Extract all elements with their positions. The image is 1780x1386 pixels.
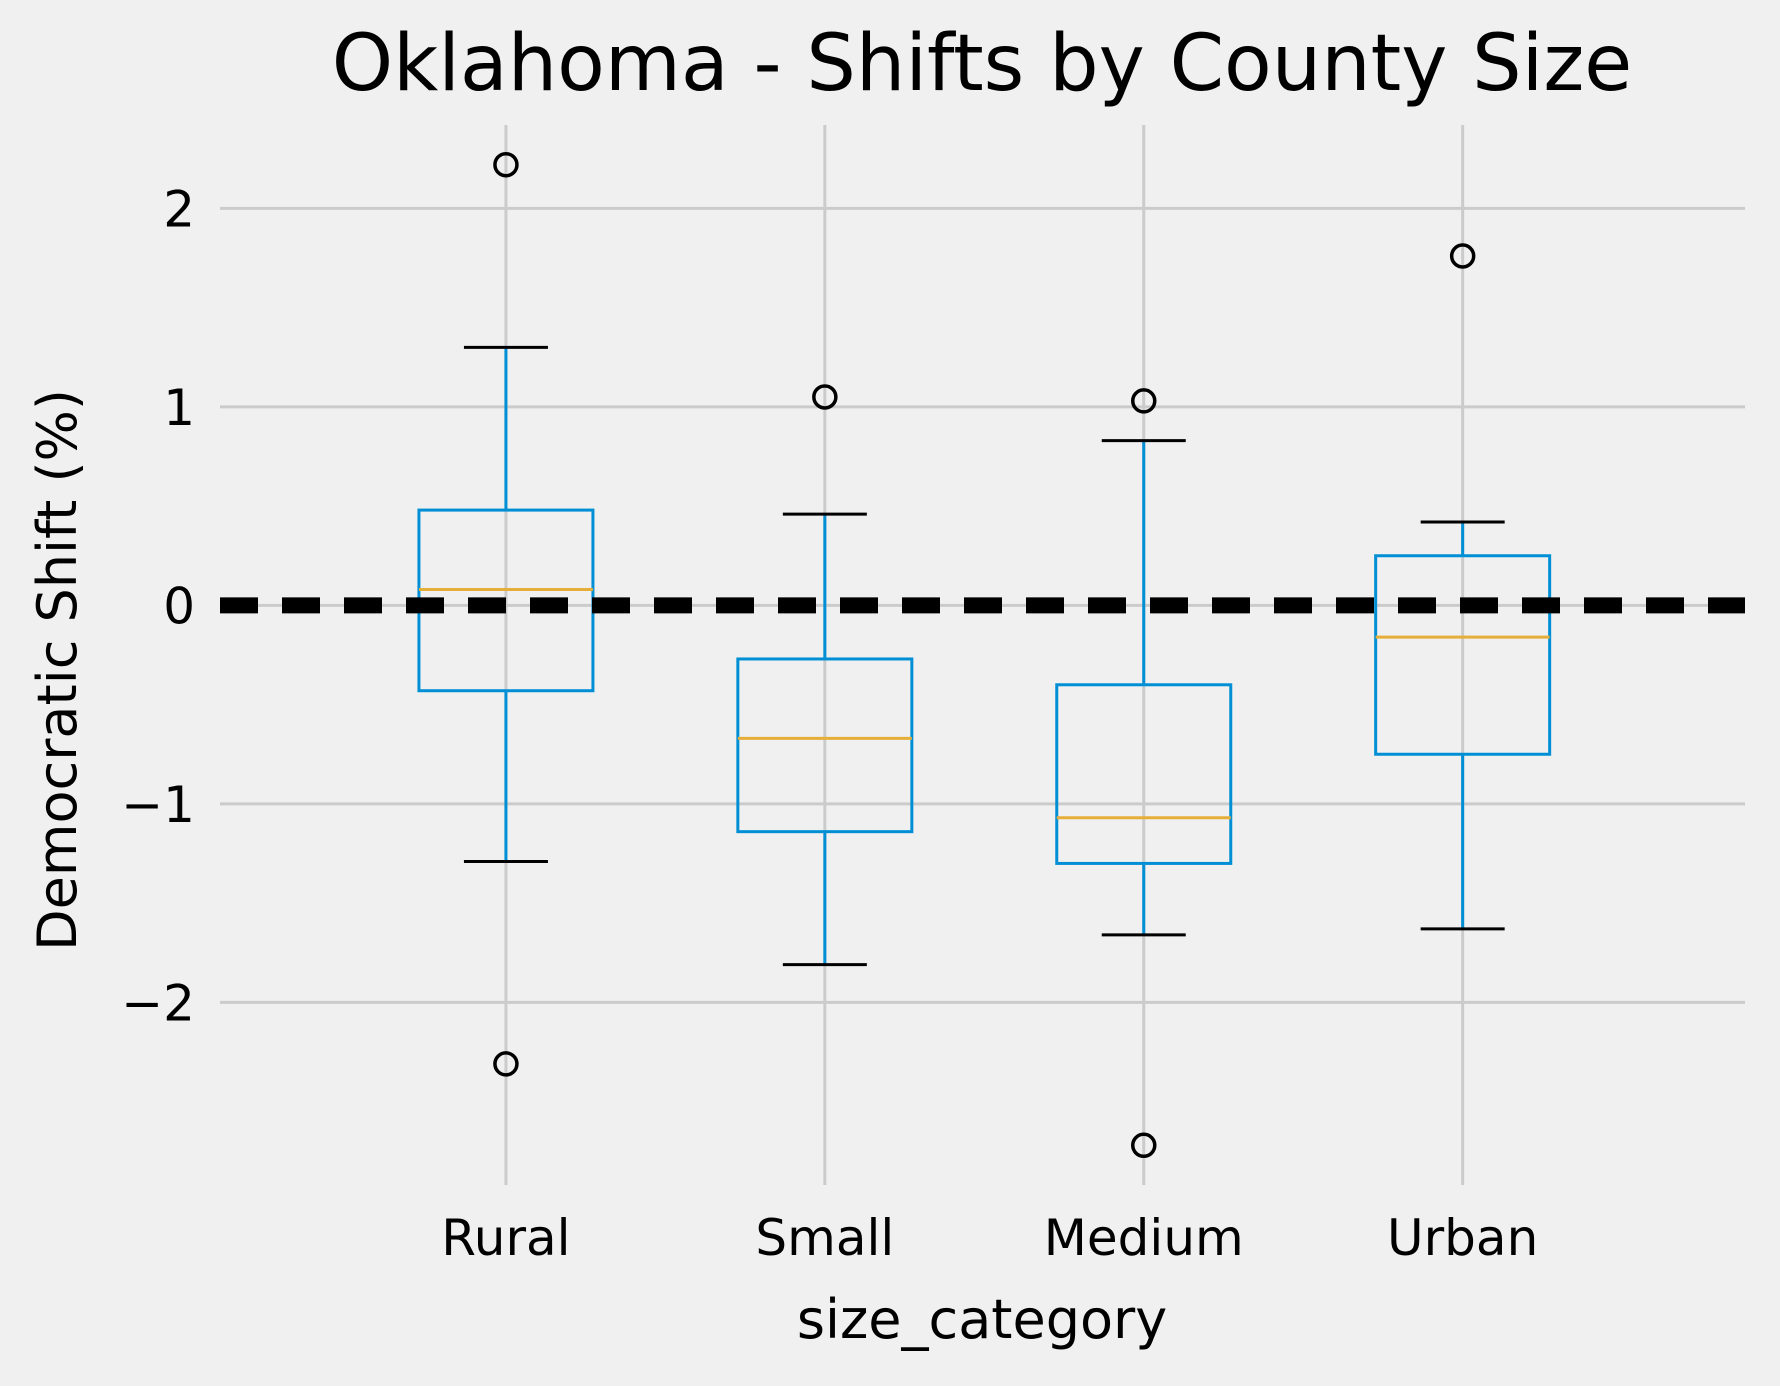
chart-title: Oklahoma - Shifts by County Size [332,19,1633,109]
y-tick-label: 0 [163,577,195,635]
x-axis-label: size_category [797,1288,1167,1351]
outlier-point [493,151,519,178]
y-tick-label: 1 [163,379,195,437]
outlier-point [812,384,838,410]
x-tick-label: Small [755,1209,894,1267]
box-iqr [1055,683,1233,865]
outlier-point [1131,1132,1157,1159]
box-medium [1055,388,1233,1159]
y-axis-label: Democratic Shift (%) [26,389,89,951]
box-urban [1374,243,1552,931]
box-iqr [736,657,914,834]
x-tick-label: Rural [441,1209,570,1267]
box-small [736,384,914,967]
outlier-point [493,1051,519,1077]
y-tick-label: −1 [121,776,195,834]
tick-labels: −2 −1 0 1 2 Rural Small Medium Urban [121,180,1538,1267]
box-iqr [1374,554,1552,756]
x-tick-label: Urban [1387,1209,1538,1267]
outlier-point [1131,388,1157,414]
outlier-point [1449,243,1476,269]
y-tick-label: −2 [121,974,195,1032]
grid-lines [220,125,1745,1185]
y-tick-label: 2 [163,180,195,238]
x-tick-label: Medium [1044,1209,1244,1267]
boxes [417,151,1552,1159]
